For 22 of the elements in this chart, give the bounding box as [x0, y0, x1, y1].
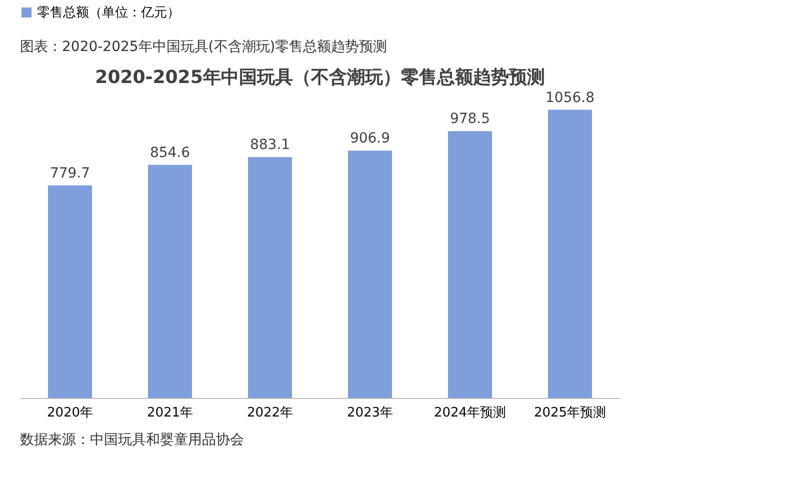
x-tick-label: 2024年预测	[434, 406, 506, 420]
text: 图表：2020-2025年中国玩具(不含潮玩)零售总额趋势预测	[20, 39, 388, 55]
data-label: 978.5	[450, 111, 490, 128]
x-tick-label: 2020年	[46, 406, 94, 420]
x-tick-label: 2023年	[346, 406, 394, 420]
bar	[248, 157, 292, 398]
x-tick-label: 2025年预测	[534, 406, 606, 420]
source-note: 数据来源：中国玩具和婴童用品协会	[20, 432, 244, 448]
bar	[548, 110, 592, 398]
data-label: 1056.8	[546, 90, 594, 106]
legend-label: 零售总额（单位：亿元）	[37, 6, 180, 20]
chart-title: 2020-2025年中国玩具（不含潮玩）零售总额趋势预测	[95, 66, 545, 88]
x-tick-label: 2021年	[146, 406, 194, 420]
data-label: 854.6	[150, 144, 190, 161]
bar	[148, 164, 192, 398]
bar	[448, 131, 492, 398]
bar	[348, 150, 392, 398]
data-label: 779.7	[50, 165, 90, 182]
data-label: 883.1	[250, 137, 290, 154]
x-tick-label: 2022年	[246, 406, 294, 420]
bar	[48, 185, 92, 398]
data-label: 906.9	[350, 130, 390, 147]
